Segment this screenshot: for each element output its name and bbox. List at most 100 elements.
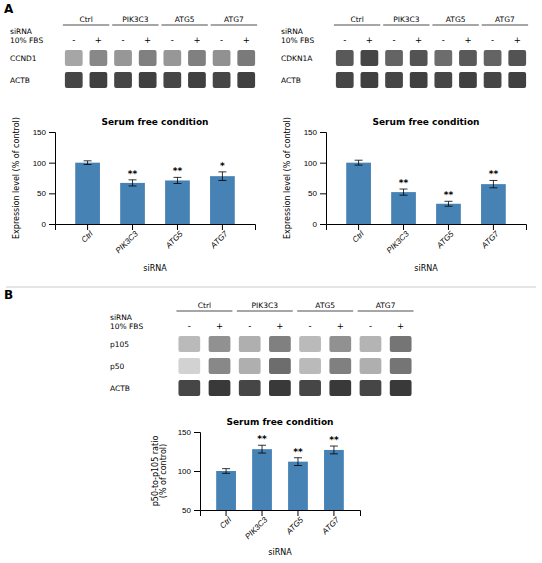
lane-label: + <box>464 35 471 45</box>
panel-label: B <box>4 288 13 302</box>
x-tick: PIK3C3 <box>243 510 269 541</box>
lane-label: - <box>248 321 251 331</box>
error-bar <box>84 161 92 165</box>
y-tick-label: 100 <box>304 159 318 168</box>
y-tick-label: 50 <box>308 189 317 198</box>
group-bracket <box>383 25 429 26</box>
error-bar-cap <box>355 160 363 161</box>
blot-band <box>213 50 231 66</box>
error-bar <box>294 458 302 466</box>
error-bar-cap <box>330 446 338 447</box>
section-separator <box>6 287 536 288</box>
error-bar-stem <box>493 180 494 187</box>
group-label: ATG5 <box>446 15 466 24</box>
error-bar <box>222 469 230 474</box>
y-axis: 050100150 <box>304 128 327 229</box>
bar <box>436 204 461 224</box>
blot-band <box>139 72 157 88</box>
y-tick: 150 <box>178 428 200 437</box>
group-bracket <box>161 25 207 26</box>
group-bracket <box>237 311 293 312</box>
x-tick-label: ATG5 <box>163 229 185 251</box>
bar <box>165 180 190 224</box>
blot-band <box>163 72 181 88</box>
group-label: ATG7 <box>376 301 396 310</box>
blot-panel: CtrlPIK3C3ATG5ATG7siRNA10% FBS-+-+-+-+CD… <box>281 15 528 88</box>
x-tick-label: ATG7 <box>208 229 230 251</box>
group-bracket <box>482 25 528 26</box>
y-tick-label: 0 <box>313 220 318 229</box>
y-tick: 0 <box>42 220 55 229</box>
blot-band <box>508 50 526 66</box>
group-bracket <box>432 25 478 26</box>
lane-label: + <box>144 35 151 45</box>
error-bar-cap <box>489 187 497 188</box>
blot-panel: CtrlPIK3C3ATG5ATG7siRNA10% FBS-+-+-+-+CC… <box>10 15 257 88</box>
y-axis-line <box>49 133 56 225</box>
blot-band <box>139 50 157 66</box>
x-tick-label: ATG5 <box>434 229 456 251</box>
group-bracket <box>297 311 353 312</box>
blot-band <box>239 380 261 396</box>
y-tick: 100 <box>304 159 326 168</box>
y-tick-mark <box>49 193 55 194</box>
x-tick: PIK3C3 <box>114 224 140 255</box>
blot-band <box>508 72 526 88</box>
group-label: ATG5 <box>175 15 195 24</box>
group-label: Ctrl <box>198 301 211 310</box>
bar <box>216 471 236 510</box>
x-tick-label: ATG7 <box>479 229 501 251</box>
error-bar-stem <box>333 446 334 454</box>
blot-band <box>390 336 412 352</box>
blot-band <box>178 336 200 352</box>
blot-band <box>434 50 452 66</box>
lane-label: - <box>309 321 312 331</box>
x-tick: ATG7 <box>320 510 342 537</box>
y-tick-label: 0 <box>42 220 47 229</box>
blot-band <box>385 72 403 88</box>
x-axis: CtrlPIK3C3ATG5ATG7 <box>327 224 527 255</box>
x-tick-label: Ctrl <box>218 515 233 530</box>
lane-label: - <box>393 35 396 45</box>
y-tick-mark <box>49 224 55 225</box>
blot-band <box>360 380 382 396</box>
y-axis: 050100150 <box>33 128 56 229</box>
lane-label: - <box>72 35 75 45</box>
y-axis-title-line: (% of control) <box>159 444 168 498</box>
error-bar-cap <box>444 201 452 202</box>
blot-band <box>336 50 354 66</box>
error-bar-cap <box>258 445 266 446</box>
y-tick: 150 <box>33 128 55 137</box>
x-axis-line <box>327 225 527 231</box>
group-label: PIK3C3 <box>122 15 149 24</box>
lane-label: - <box>220 35 223 45</box>
x-tick-label: Ctrl <box>351 229 366 244</box>
bar-panel: 50100150CtrlPIK3C3ATG5ATG7******Serum fr… <box>151 417 361 557</box>
bar <box>252 449 272 510</box>
error-bar-stem <box>297 458 298 466</box>
error-bar <box>218 172 226 181</box>
bar <box>75 163 100 224</box>
lane-label: - <box>491 35 494 45</box>
x-tick: ATG5 <box>284 510 306 537</box>
group-bracket <box>112 25 158 26</box>
lane-label: + <box>514 35 521 45</box>
lane-label: + <box>415 35 422 45</box>
blot-band <box>239 358 261 374</box>
error-bar <box>400 189 408 195</box>
lane-label: - <box>188 321 191 331</box>
bar <box>120 183 145 224</box>
error-bar-stem <box>222 172 223 181</box>
error-bar-stem <box>132 180 133 186</box>
y-tick-mark <box>49 132 55 133</box>
row-label: p50 <box>110 362 125 371</box>
y-tick-label: 100 <box>178 467 192 476</box>
lane-label: + <box>193 35 200 45</box>
y-tick-mark <box>320 163 326 164</box>
x-axis-line <box>201 511 361 517</box>
blot-band <box>360 358 382 374</box>
lane-label: - <box>343 35 346 45</box>
blot-band <box>484 50 502 66</box>
lane-label: + <box>216 321 223 331</box>
significance-label: ** <box>399 178 409 188</box>
